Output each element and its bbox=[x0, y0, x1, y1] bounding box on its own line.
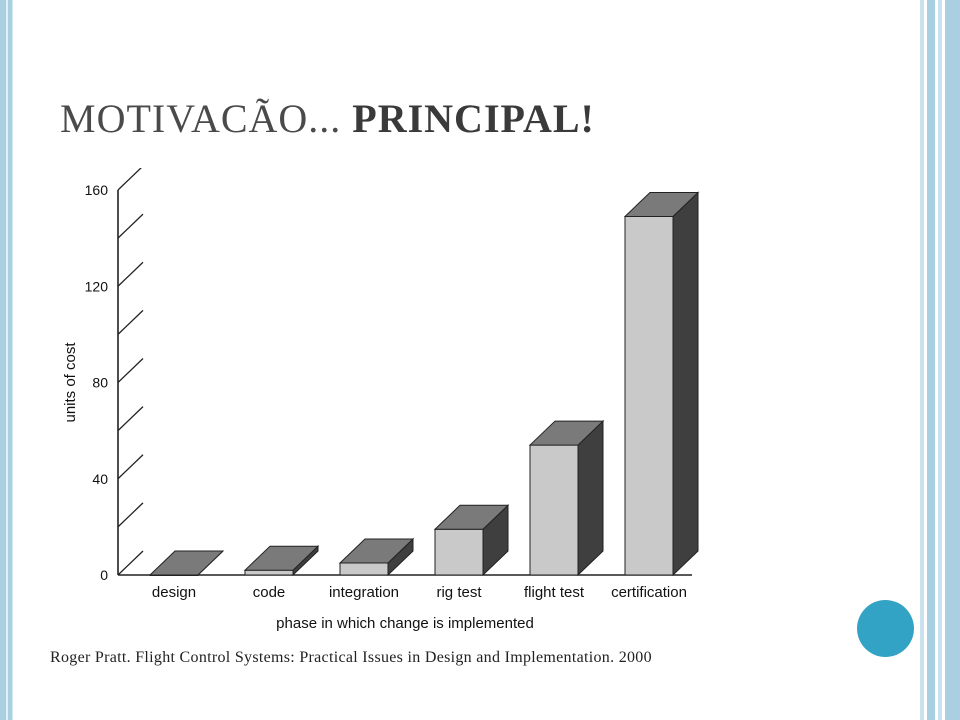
bar-top bbox=[623, 191, 700, 217]
slide-frame-left bbox=[0, 0, 13, 720]
bar-front bbox=[529, 444, 579, 576]
x-axis-label: phase in which change is implemented bbox=[276, 615, 534, 632]
title-bold: PRINCIPAL! bbox=[352, 96, 595, 141]
x-tick-label: integration bbox=[329, 584, 399, 601]
y-grid-slash bbox=[117, 213, 144, 239]
y-tick-label: 120 bbox=[85, 278, 109, 294]
x-tick-label: design bbox=[152, 584, 196, 601]
y-grid-slash bbox=[117, 550, 144, 576]
bar-chart: 0 40 80 120 160 units of cost design code integr… bbox=[62, 168, 700, 632]
slide-frame-right bbox=[918, 0, 960, 720]
citation-text: Roger Pratt. Flight Control Systems: Pra… bbox=[50, 649, 652, 666]
bar-top bbox=[528, 420, 605, 446]
y-axis-label: units of cost bbox=[62, 342, 79, 423]
bar-top bbox=[148, 550, 225, 576]
bar-top bbox=[338, 538, 415, 564]
title-regular: MOTIVACÃO... bbox=[60, 96, 342, 141]
y-grid-slash bbox=[117, 358, 144, 383]
y-grid-slash bbox=[117, 168, 142, 191]
y-tick-label: 80 bbox=[92, 375, 108, 391]
bar-top bbox=[433, 504, 510, 530]
y-grid-slash bbox=[117, 406, 144, 432]
bar-front bbox=[244, 569, 294, 576]
y-grid-slash bbox=[117, 502, 144, 528]
bar-front bbox=[434, 528, 484, 576]
accent-circle bbox=[857, 600, 914, 657]
bar-side bbox=[672, 191, 699, 577]
x-tick-label: flight test bbox=[524, 584, 585, 601]
x-tick-label: certification bbox=[611, 584, 687, 601]
x-tick-label: rig test bbox=[436, 584, 482, 601]
bar-top bbox=[243, 545, 320, 571]
slide-title: MOTIVACÃO... PRINCIPAL! bbox=[60, 95, 595, 142]
bar-front bbox=[624, 215, 674, 576]
y-tick-label: 0 bbox=[100, 567, 108, 583]
y-grid-slash bbox=[117, 454, 144, 480]
x-tick-label: code bbox=[253, 584, 286, 601]
bar-front bbox=[339, 562, 389, 576]
y-tick-label: 160 bbox=[85, 182, 109, 198]
y-grid-slash bbox=[117, 261, 144, 287]
y-grid-slash bbox=[117, 309, 144, 335]
y-tick-label: 40 bbox=[92, 471, 108, 487]
bar-side bbox=[577, 419, 604, 577]
